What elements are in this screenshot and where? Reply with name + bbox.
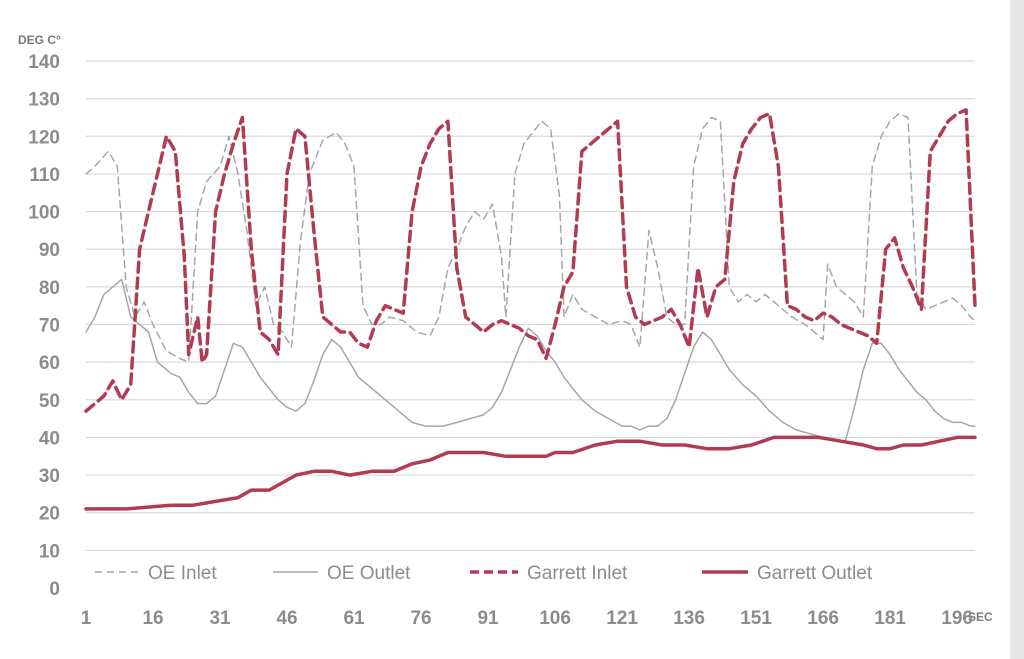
series-line-garrett-inlet xyxy=(84,108,977,413)
y-axis-unit-label: DEG C° xyxy=(18,33,61,47)
x-tick-label: 121 xyxy=(606,608,638,629)
x-tick-label: 31 xyxy=(209,608,231,629)
x-tick-label: 46 xyxy=(276,608,297,629)
x-tick-label: 136 xyxy=(673,608,705,629)
x-tick-label: 106 xyxy=(539,608,571,629)
axes-layer: DEG C° SEC 0 10 20 30 40 50 60 70 80 90 100 110 120 1… xyxy=(18,33,993,629)
x-axis-unit-label: SEC xyxy=(968,610,993,624)
y-tick-label: 40 xyxy=(39,428,60,449)
y-tick-label: 80 xyxy=(39,278,60,299)
y-tick-label: 50 xyxy=(39,391,60,412)
series-line-oe-outlet xyxy=(85,278,976,442)
right-edge-strip xyxy=(1010,0,1024,659)
y-tick-label: 130 xyxy=(28,90,60,111)
y-tick-label: 110 xyxy=(29,165,60,186)
x-tick-label: 196 xyxy=(941,608,973,629)
x-tick-label: 91 xyxy=(477,608,499,629)
x-tick-label: 16 xyxy=(142,608,163,629)
y-tick-label: 20 xyxy=(39,504,60,525)
y-tick-label: 10 xyxy=(39,541,60,562)
y-tick-label: 120 xyxy=(28,127,60,148)
y-tick-label: 0 xyxy=(49,579,60,600)
legend-label-oe-outlet: OE Outlet xyxy=(327,563,411,584)
x-tick-label: 151 xyxy=(740,608,772,629)
legend-label-garrett-outlet: Garrett Outlet xyxy=(757,563,873,584)
y-tick-label: 90 xyxy=(39,240,60,261)
legend-label-oe-inlet: OE Inlet xyxy=(148,563,217,584)
series-layer xyxy=(84,108,977,511)
x-tick-label: 1 xyxy=(81,608,92,629)
x-tick-label: 61 xyxy=(343,608,365,629)
series-line-garrett-outlet xyxy=(84,435,977,511)
y-tick-label: 140 xyxy=(28,52,60,73)
x-tick-label: 181 xyxy=(874,608,906,629)
x-tick-label: 76 xyxy=(410,608,431,629)
x-tick-label: 166 xyxy=(807,608,839,629)
y-tick-label: 60 xyxy=(39,353,60,374)
y-tick-label: 30 xyxy=(39,466,60,487)
legend-label-garrett-inlet: Garrett Inlet xyxy=(527,563,628,584)
y-tick-label: 70 xyxy=(39,316,60,337)
legend: OE Inlet OE Outlet Garrett Inlet Garrett… xyxy=(95,563,873,584)
y-tick-label: 100 xyxy=(28,203,60,224)
